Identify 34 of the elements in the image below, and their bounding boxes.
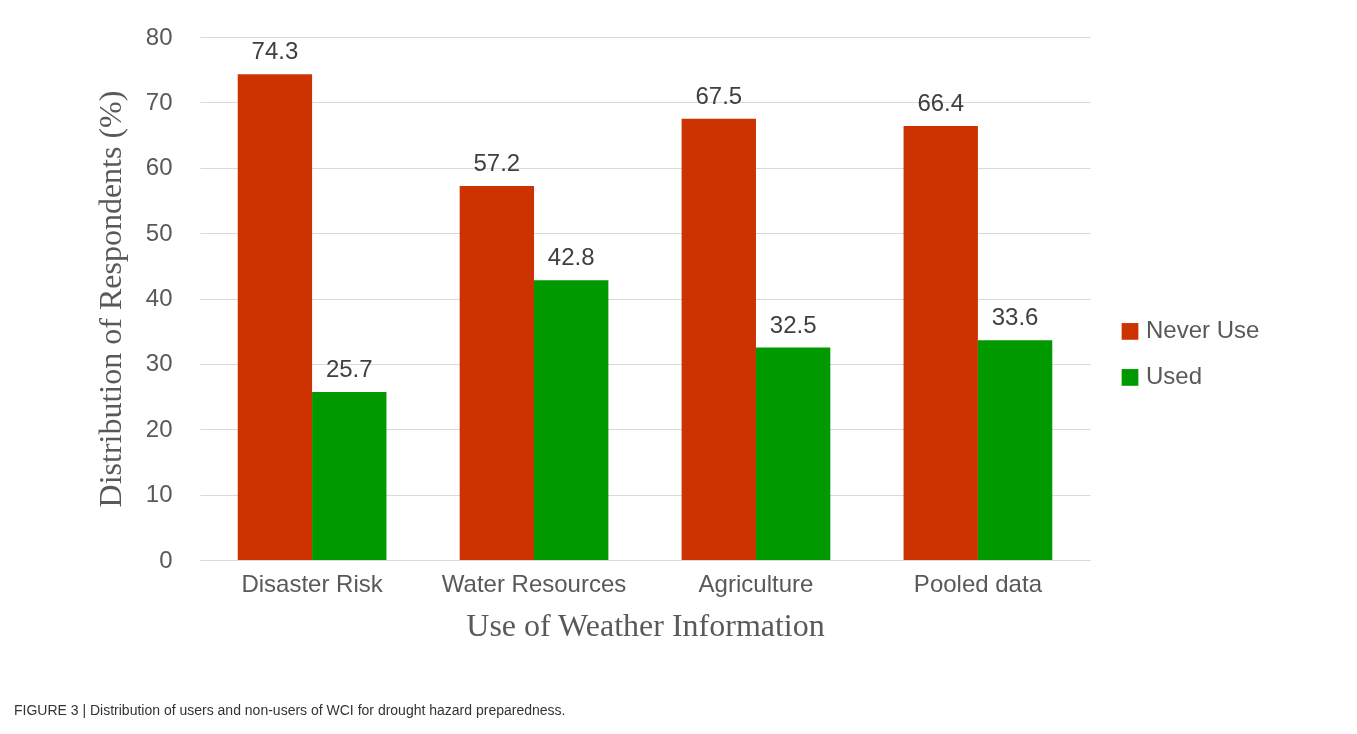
bar xyxy=(755,347,831,560)
data-label: 33.6 xyxy=(991,303,1039,331)
bar xyxy=(312,391,387,560)
data-label: 66.4 xyxy=(917,88,965,116)
bar xyxy=(903,125,978,560)
y-tick-label: 60 xyxy=(145,153,173,181)
x-tick-label: Disaster Risk xyxy=(241,569,384,597)
y-tick-label: 20 xyxy=(145,414,173,442)
caption: FIGURE 3 | Distribution of users and non-users of WCI for drought hazard preparedness. xyxy=(14,702,566,718)
legend-label: Never Use xyxy=(1146,316,1260,344)
y-tick-label: 30 xyxy=(145,349,173,377)
x-axis-title: Use of Weather Information xyxy=(466,606,825,643)
y-tick-label: 10 xyxy=(145,480,173,508)
data-label: 32.5 xyxy=(769,310,817,338)
y-tick-label: 50 xyxy=(145,218,173,246)
x-tick-label: Water Resources xyxy=(441,569,627,597)
x-tick-label: Pooled data xyxy=(913,569,1043,597)
bar xyxy=(681,118,756,560)
y-tick-label: 40 xyxy=(145,284,173,311)
data-label: 74.3 xyxy=(251,37,299,65)
y-tick-label: 80 xyxy=(145,22,173,50)
data-label: 42.8 xyxy=(547,243,595,271)
y-axis-title: Distribution of Respondents (%) xyxy=(91,90,128,508)
legend-label: Used xyxy=(1146,362,1203,390)
bar xyxy=(459,186,535,560)
y-tick-label: 0 xyxy=(159,545,173,573)
data-label: 67.5 xyxy=(695,81,743,109)
data-label: 25.7 xyxy=(325,354,373,382)
bar xyxy=(977,340,1053,560)
y-tick-label: 70 xyxy=(145,87,173,115)
bar xyxy=(237,74,313,560)
data-label: 57.2 xyxy=(473,149,521,177)
x-tick-label: Agriculture xyxy=(698,569,814,597)
bar xyxy=(534,280,609,560)
